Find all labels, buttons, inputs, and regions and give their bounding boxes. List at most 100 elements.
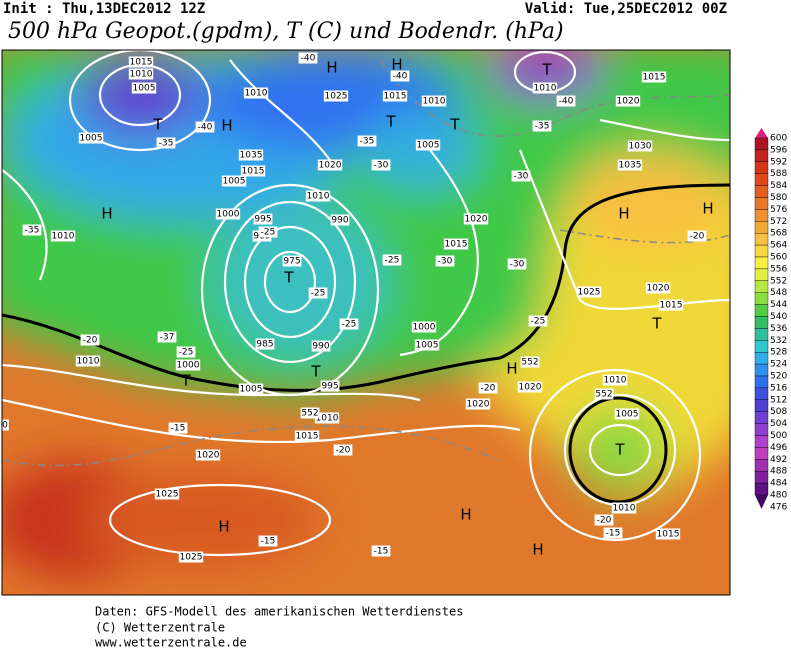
- contour-label: 1020: [617, 97, 640, 107]
- colorbar-label: 500: [770, 431, 787, 441]
- pressure-center: H: [218, 518, 229, 536]
- label-background: [22, 224, 42, 236]
- colorbar-band: [754, 292, 769, 305]
- contour-label: 1000: [177, 361, 200, 371]
- contour-label: -40: [559, 97, 574, 107]
- contour-label: -25: [531, 317, 546, 327]
- contour-label: -20: [690, 232, 705, 242]
- label-background: [463, 213, 489, 225]
- label-background: [255, 338, 275, 350]
- label-background: [576, 286, 602, 298]
- contour-label: -30: [374, 161, 389, 171]
- label-background: [603, 527, 623, 539]
- pressure-center: T: [449, 116, 460, 134]
- label-background: [517, 381, 543, 393]
- pressure-center: T: [283, 269, 294, 287]
- contour-label: 1015: [296, 432, 319, 442]
- contour-label: -40: [198, 123, 213, 133]
- colorbar-label: 480: [770, 491, 787, 501]
- contour-label: -35: [360, 137, 375, 147]
- colorbar-band: [754, 209, 769, 222]
- label-background: [371, 545, 391, 557]
- contour-label: -15: [261, 537, 276, 547]
- contour-label: 1010: [423, 97, 446, 107]
- colorbar-band: [754, 363, 769, 377]
- contour-label: -20: [83, 336, 98, 346]
- colorbar-label: 600: [770, 134, 787, 144]
- label-background: [78, 132, 104, 144]
- colorbar-label: 476: [770, 502, 787, 512]
- contour-label: 1010: [307, 192, 330, 202]
- contour-label: -25: [385, 256, 400, 266]
- contour-label: -35: [159, 139, 174, 149]
- contour-label: 1020: [647, 284, 670, 294]
- colorbar-band: [754, 173, 769, 186]
- contour-label: -20: [336, 446, 351, 456]
- contour-label: 1010: [613, 504, 636, 514]
- colorbar-label: 564: [770, 241, 787, 251]
- contour-label: -20: [597, 516, 612, 526]
- label-background: [528, 315, 548, 327]
- pressure-center: H: [391, 56, 402, 74]
- colorbar-label: 548: [770, 288, 787, 298]
- contour-label: 552: [521, 358, 538, 368]
- colorbar-band: [754, 221, 769, 234]
- footer-line: www.wetterzentrale.de: [95, 636, 247, 648]
- contour-label: 552: [595, 390, 612, 400]
- label-background: [305, 190, 331, 202]
- contour-label: 1025: [325, 92, 348, 102]
- label-background: [330, 214, 350, 226]
- label-background: [314, 412, 340, 424]
- colorbar-band: [754, 387, 769, 400]
- label-background: [195, 449, 221, 461]
- colorbar-band: [754, 340, 769, 353]
- colorbar-band: [754, 328, 769, 341]
- contour-label: 990: [331, 216, 348, 226]
- colorbar-label: 588: [770, 169, 787, 179]
- label-background: [323, 90, 349, 102]
- label-background: [243, 87, 269, 99]
- colorbar-label: 516: [770, 383, 787, 393]
- label-background: [215, 208, 241, 220]
- label-background: [195, 121, 215, 133]
- label-background: [511, 170, 531, 182]
- init-time: Init : Thu,13DEC2012 12Z: [3, 1, 205, 17]
- contour-label: 1015: [660, 301, 683, 311]
- pressure-center: T: [541, 61, 552, 79]
- colorbar-arrow: [755, 128, 768, 138]
- contour-label: 1020: [197, 451, 220, 461]
- label-background: [154, 488, 180, 500]
- pressure-center: H: [702, 200, 713, 218]
- contour-label: -15: [171, 424, 186, 434]
- label-background: [2, 419, 9, 431]
- contour-label: 1015: [643, 73, 666, 83]
- label-background: [308, 287, 328, 299]
- pressure-center: T: [651, 315, 662, 333]
- contour-label: -15: [606, 529, 621, 539]
- label-background: [645, 282, 671, 294]
- contour-label: 1020: [319, 161, 342, 171]
- colorbar-band: [754, 149, 769, 162]
- label-background: [258, 535, 278, 547]
- colorbar-band: [754, 352, 769, 365]
- contour-label: 1005: [616, 410, 639, 420]
- contour-label: 1015: [384, 92, 407, 102]
- label-background: [157, 331, 177, 343]
- contour-label: 1005: [133, 84, 156, 94]
- contour-label: 1005: [80, 134, 103, 144]
- contour-label: 1015: [130, 58, 153, 68]
- label-background: [615, 95, 641, 107]
- label-background: [258, 226, 278, 238]
- colorbar-label: 544: [770, 300, 787, 310]
- label-background: [594, 514, 614, 526]
- colorbar-label: 504: [770, 419, 787, 429]
- contour-label: 0: [2, 421, 8, 431]
- label-background: [435, 255, 455, 267]
- pressure-center: H: [460, 506, 471, 524]
- contour-label: 1035: [619, 161, 642, 171]
- label-background: [300, 407, 320, 419]
- label-background: [382, 90, 408, 102]
- contour-label: 985: [256, 340, 273, 350]
